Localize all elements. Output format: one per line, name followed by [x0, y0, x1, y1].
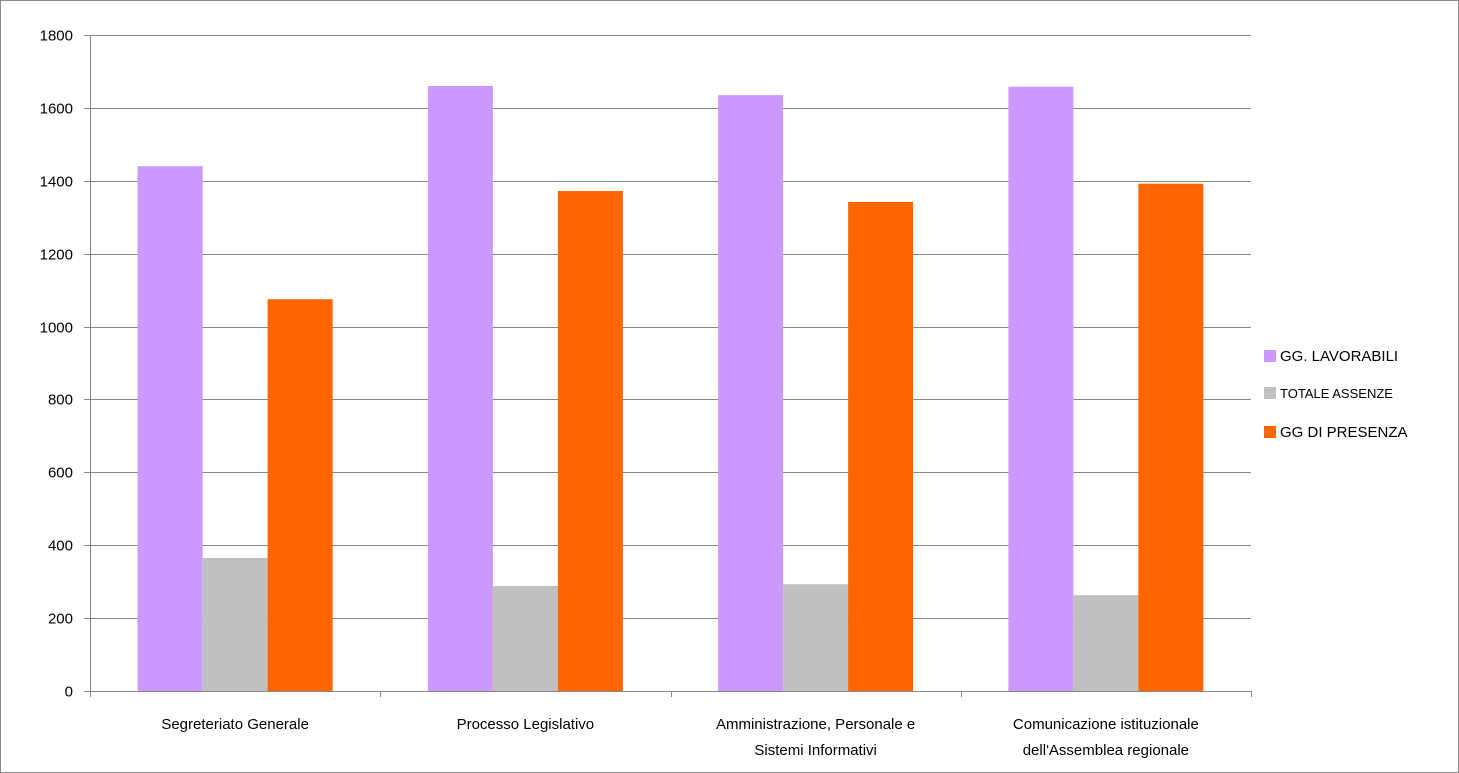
legend-label: TOTALE ASSENZE — [1280, 386, 1393, 401]
legend-swatch — [1264, 426, 1276, 438]
bar-gg-lavorabili-1 — [427, 86, 493, 692]
legend: GG. LAVORABILI TOTALE ASSENZE GG DI PRESEN… — [1264, 348, 1408, 441]
bar-gg-lavorabili-2 — [718, 95, 784, 692]
x-category-label: dell'Assemblea regionale — [1023, 742, 1189, 759]
bar-gg-di-presenza-3 — [1138, 183, 1204, 691]
x-category-label: Comunicazione istituzionale — [1013, 716, 1199, 733]
y-tick-label: 1800 — [40, 28, 73, 45]
bar-gg-di-presenza-1 — [557, 190, 623, 691]
bar-totale-assenze-3 — [1073, 595, 1139, 691]
y-tick-label: 1000 — [40, 320, 73, 337]
y-tick-label: 200 — [48, 611, 73, 628]
y-tick-label: 600 — [48, 465, 73, 482]
legend-label: GG DI PRESENZA — [1280, 424, 1408, 441]
y-tick-label: 1400 — [40, 174, 73, 191]
x-category-label: Amministrazione, Personale e — [716, 716, 915, 733]
y-tick-label: 400 — [48, 538, 73, 555]
gridlines — [90, 35, 1251, 619]
y-tick-label: 1600 — [40, 101, 73, 118]
bar-totale-assenze-0 — [202, 557, 268, 691]
y-tick-label: 800 — [48, 392, 73, 409]
bar-gg-di-presenza-2 — [848, 201, 914, 691]
x-category-label: Processo Legislativo — [457, 716, 595, 733]
bar-totale-assenze-1 — [492, 586, 558, 691]
legend-swatch — [1264, 387, 1276, 399]
x-category-label: Segreteriato Generale — [161, 716, 309, 733]
bar-gg-lavorabili-0 — [137, 166, 203, 691]
bars — [137, 86, 1204, 692]
y-tick-label: 1200 — [40, 247, 73, 264]
legend-swatch — [1264, 350, 1276, 362]
bar-gg-di-presenza-0 — [267, 299, 333, 691]
legend-label: GG. LAVORABILI — [1280, 348, 1398, 365]
x-category-label: Sistemi Informativi — [754, 742, 877, 759]
bar-gg-lavorabili-3 — [1008, 86, 1074, 692]
bar-totale-assenze-2 — [783, 584, 849, 691]
axes: 0 200 400 600 800 1000 1200 1400 1600 1800 Segrete… — [40, 28, 1252, 759]
y-tick-label: 0 — [65, 684, 73, 701]
